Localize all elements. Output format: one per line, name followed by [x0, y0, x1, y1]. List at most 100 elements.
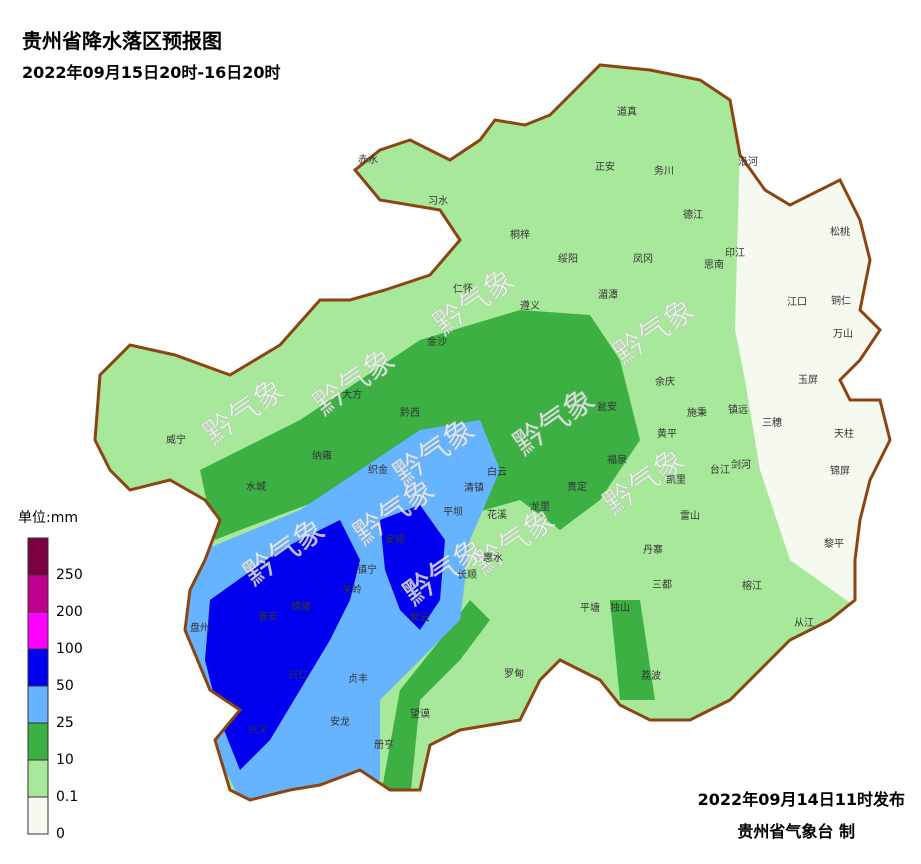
county-label: 纳雍 [312, 449, 332, 462]
county-label: 盘州 [190, 621, 210, 634]
map-title: 贵州省降水落区预报图 [22, 29, 222, 53]
legend-label: 10 [56, 752, 74, 768]
county-label: 罗甸 [504, 667, 524, 680]
county-label: 德江 [683, 208, 703, 221]
county-label: 正安 [595, 160, 615, 173]
county-label: 威宁 [166, 433, 186, 446]
county-label: 思南 [704, 258, 724, 271]
county-label: 白云 [487, 465, 507, 478]
county-label: 雷山 [680, 510, 700, 522]
legend-swatch [27, 759, 49, 798]
county-label: 黄平 [657, 427, 677, 440]
area-white [735, 140, 890, 640]
county-label: 仁怀 [453, 283, 473, 295]
county-label: 习水 [428, 195, 448, 207]
legend-swatch [27, 574, 49, 613]
county-label: 贵定 [567, 480, 587, 493]
county-label: 绥阳 [558, 253, 578, 265]
county-label: 施秉 [687, 406, 707, 419]
county-label: 兴仁 [288, 669, 308, 681]
legend-label: 100 [56, 641, 83, 657]
legend-label: 0.1 [56, 789, 78, 805]
county-label: 清镇 [464, 481, 484, 494]
county-label: 福泉 [607, 453, 627, 466]
county-label: 黎平 [824, 537, 844, 550]
county-label: 剑河 [731, 458, 751, 471]
county-label: 大方 [342, 388, 362, 401]
county-label: 万山 [833, 328, 853, 340]
legend-label: 200 [56, 604, 83, 620]
legend-label: 0 [56, 826, 65, 842]
county-label: 兴义 [248, 724, 268, 736]
county-label: 沿河 [738, 156, 758, 168]
county-label: 花溪 [487, 508, 507, 521]
area-dark-green-libo [610, 600, 655, 700]
county-label: 织金 [368, 463, 388, 476]
area-dark-green [200, 310, 640, 540]
county-label: 镇远 [728, 403, 748, 416]
county-label: 台江 [710, 463, 730, 476]
county-label: 金沙 [427, 335, 447, 348]
county-label: 关岭 [342, 583, 362, 596]
legend-swatch [27, 648, 49, 687]
county-label: 玉屏 [798, 374, 818, 386]
legend-label: 50 [56, 678, 74, 694]
county-label: 赤水 [358, 154, 378, 166]
county-label: 天柱 [834, 427, 854, 440]
legend-swatch [27, 722, 49, 761]
county-label: 三穗 [762, 416, 782, 429]
legend: 0 0.1 10 25 50 100 200 250 [27, 537, 83, 842]
county-label: 龙里 [530, 500, 550, 513]
legend-label: 250 [56, 567, 83, 583]
county-label: 道真 [617, 105, 637, 118]
county-label: 普安 [258, 610, 278, 623]
county-label: 册亨 [374, 738, 394, 751]
county-label: 江口 [787, 296, 807, 308]
county-label: 水城 [246, 481, 266, 493]
county-label: 惠水 [483, 551, 503, 564]
county-label: 平塘 [580, 601, 600, 614]
county-label: 平坝 [443, 506, 463, 518]
county-label: 榕江 [742, 579, 762, 592]
county-label: 紫云 [410, 612, 430, 624]
county-label: 务川 [654, 164, 674, 177]
legend-swatch [27, 537, 49, 576]
county-label: 独山 [610, 601, 630, 614]
county-label: 长顺 [457, 569, 477, 581]
issue-time: 2022年09月14日11时发布 [698, 790, 905, 809]
county-label: 安龙 [330, 715, 350, 728]
county-label: 从江 [794, 617, 814, 629]
county-label: 贞丰 [348, 672, 368, 685]
legend-unit: 单位:mm [18, 510, 78, 526]
area-dark-green-south [380, 600, 490, 800]
legend-label: 25 [56, 715, 74, 731]
county-label: 安顺 [385, 533, 405, 546]
county-label: 松桃 [830, 225, 850, 238]
county-label: 印江 [725, 247, 745, 259]
county-label: 黔西 [400, 406, 420, 419]
agency: 贵州省气象台 制 [737, 822, 855, 841]
legend-swatch [27, 685, 49, 724]
county-label: 桐梓 [510, 228, 530, 241]
county-label: 余庆 [655, 375, 675, 388]
county-label: 凤冈 [633, 253, 653, 265]
area-blue-anshun [380, 505, 445, 630]
county-label: 三都 [652, 579, 672, 591]
area-blue [205, 520, 360, 770]
county-label: 瓮安 [597, 400, 617, 413]
legend-swatch [27, 611, 49, 650]
county-label: 丹寨 [643, 543, 663, 556]
county-label: 荔波 [641, 669, 661, 682]
county-label: 镇宁 [357, 563, 377, 576]
legend-swatch [27, 796, 49, 835]
county-label: 湄潭 [598, 289, 618, 301]
county-label: 望谟 [410, 707, 430, 720]
county-label: 锦屏 [830, 464, 850, 477]
county-label: 晴隆 [291, 600, 311, 613]
map-subtitle: 2022年09月15日20时-16日20时 [22, 63, 281, 82]
county-label: 铜仁 [831, 295, 851, 307]
county-label: 遵义 [520, 299, 540, 312]
